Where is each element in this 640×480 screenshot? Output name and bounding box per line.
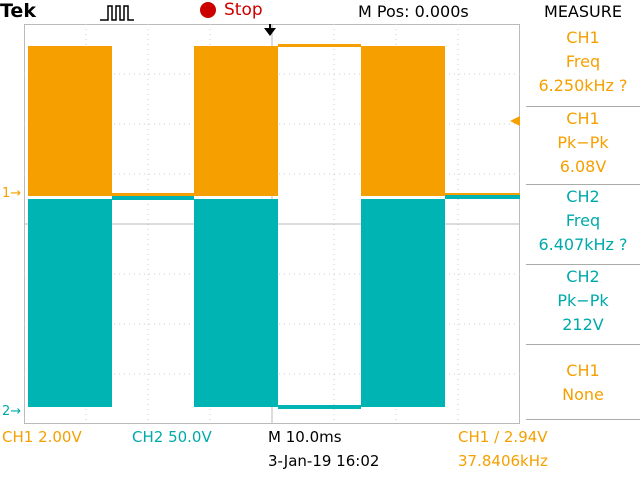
trigger-state-icon xyxy=(100,5,134,21)
trigger-setting: CH1 ∕ 2.94V xyxy=(458,428,548,446)
acquisition-status: Stop xyxy=(224,0,263,20)
measurement-type: Freq xyxy=(565,211,601,230)
timebase: M 10.0ms xyxy=(268,428,342,446)
measurement-value: 6.250kHz ? xyxy=(538,76,628,95)
measurement-type: Pk−Pk xyxy=(557,291,609,310)
ch1-waveform xyxy=(28,44,520,196)
measurement-source: CH1 xyxy=(566,361,600,380)
waveform-display xyxy=(24,24,520,424)
measurement-type: None xyxy=(562,385,604,404)
measure-panel-title: MEASURE xyxy=(544,2,622,21)
measurement-value: 6.08V xyxy=(559,157,607,176)
horizontal-position: M Pos: 0.000s xyxy=(358,2,469,21)
measurement-source: CH1 xyxy=(566,28,600,47)
measurement-1[interactable]: CH1 Freq 6.250kHz ? xyxy=(526,26,640,98)
trigger-position-marker-icon xyxy=(264,24,276,36)
brand-logo: Tek xyxy=(0,0,36,22)
trigger-level-marker-icon xyxy=(510,116,520,126)
measurement-4[interactable]: CH2 Pk−Pk 212V xyxy=(526,264,640,337)
measurement-2[interactable]: CH1 Pk−Pk 6.08V xyxy=(526,106,640,179)
ch2-ground-marker: 2→ xyxy=(2,404,22,419)
measurement-type: Pk−Pk xyxy=(557,133,609,152)
measurement-3[interactable]: CH2 Freq 6.407kHz ? xyxy=(526,184,640,257)
measurement-source: CH1 xyxy=(566,109,600,128)
measurement-5[interactable]: CH1 None xyxy=(526,344,640,420)
ch2-vertical-scale: CH2 50.0V xyxy=(132,428,212,446)
ch1-vertical-scale: CH1 2.00V xyxy=(2,428,82,446)
measurement-source: CH2 xyxy=(566,267,600,286)
ch2-waveform xyxy=(28,195,520,409)
ch1-ground-marker: 1→ xyxy=(2,186,22,201)
date-time: 3-Jan-19 16:02 xyxy=(268,452,380,470)
measurement-source: CH2 xyxy=(566,187,600,206)
measurement-value: 212V xyxy=(562,315,604,334)
stop-indicator-icon xyxy=(200,2,216,18)
measurement-type: Freq xyxy=(565,52,601,71)
measurement-value: 6.407kHz ? xyxy=(538,235,628,254)
trigger-frequency: 37.8406kHz xyxy=(458,452,548,470)
